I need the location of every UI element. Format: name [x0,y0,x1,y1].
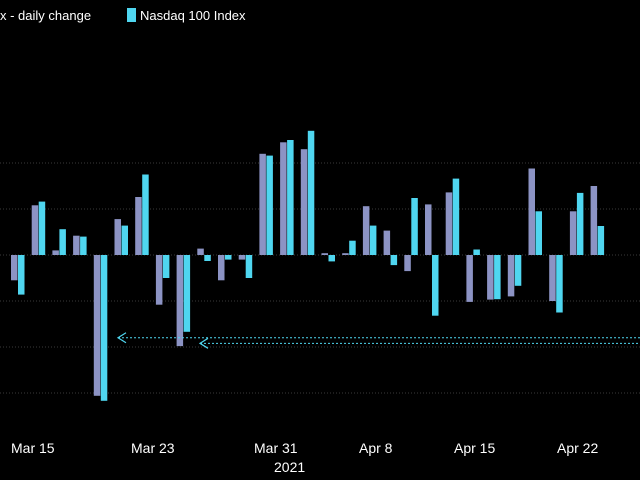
bars [11,130,605,401]
bar-x-daily-change-10 [218,255,225,281]
bar-nasdaq-100-17 [369,225,377,255]
bar-x-daily-change-25 [528,168,535,255]
x-axis: Mar 15 Mar 23 Mar 31 Apr 8 Apr 15 Apr 22… [11,440,598,475]
bar-x-daily-change-6 [135,197,142,255]
bar-nasdaq-100-10 [225,255,232,260]
bar-x-daily-change-14 [300,149,308,255]
bar-nasdaq-100-21 [452,178,460,255]
bar-nasdaq-100-20 [432,255,439,316]
bar-nasdaq-100-12 [266,155,273,255]
bar-nasdaq-100-14 [307,130,315,255]
bar-nasdaq-100-28 [597,226,605,255]
bar-x-daily-change-19 [404,255,411,272]
legend-label-x: x - daily change [0,8,91,23]
bar-x-daily-change-28 [590,186,598,255]
legend-swatch-nasdaq [127,8,136,22]
bar-x-daily-change-0 [11,255,18,281]
bar-nasdaq-100-2 [59,229,66,255]
x-tick-mar-23: Mar 23 [131,440,175,456]
bar-x-daily-change-26 [549,255,556,301]
bar-nasdaq-100-15 [328,255,335,262]
bar-x-daily-change-20 [425,204,432,255]
bar-nasdaq-100-6 [142,174,149,255]
x-tick-mar-15: Mar 15 [11,440,55,456]
bar-nasdaq-100-5 [121,225,128,255]
bar-nasdaq-100-13 [287,140,294,255]
bar-nasdaq-100-1 [38,201,46,255]
bar-nasdaq-100-8 [183,255,191,332]
arrow-left-icon [116,332,127,344]
bar-x-daily-change-12 [259,153,266,255]
bar-x-daily-change-15 [321,253,328,255]
bar-x-daily-change-24 [507,255,515,297]
bar-nasdaq-100-26 [556,255,563,313]
bar-nasdaq-100-25 [535,211,542,255]
bar-nasdaq-100-3 [80,236,87,255]
bar-nasdaq-100-19 [411,198,418,255]
bar-nasdaq-100-7 [162,255,170,278]
bar-x-daily-change-5 [114,219,121,255]
bar-nasdaq-100-9 [204,255,211,261]
bar-x-daily-change-13 [280,142,287,255]
bar-nasdaq-100-0 [18,255,25,295]
bar-x-daily-change-11 [238,255,246,260]
bar-x-daily-change-21 [445,192,453,255]
bar-x-daily-change-3 [73,235,80,255]
bar-x-daily-change-23 [487,255,494,300]
bar-x-daily-change-18 [383,230,391,255]
bar-x-daily-change-17 [362,206,370,255]
arrow-left-icon [198,337,209,349]
x-tick-apr-8: Apr 8 [359,440,393,456]
bar-nasdaq-100-22 [473,249,480,255]
bar-x-daily-change-7 [155,255,163,305]
bar-x-daily-change-16 [342,253,349,255]
bar-nasdaq-100-4 [100,255,108,401]
legend: x - daily change Nasdaq 100 Index [0,8,246,23]
x-tick-apr-15: Apr 15 [454,440,495,456]
bar-nasdaq-100-27 [576,192,584,255]
x-tick-mar-31: Mar 31 [254,440,298,456]
bar-x-daily-change-2 [52,250,59,255]
x-year-label: 2021 [274,459,305,475]
bar-x-daily-change-4 [93,255,101,396]
bar-x-daily-change-9 [197,248,204,255]
bar-nasdaq-100-16 [349,240,356,255]
bar-x-daily-change-8 [176,255,184,347]
bar-nasdaq-100-18 [390,255,398,266]
legend-label-nasdaq: Nasdaq 100 Index [140,8,246,23]
bar-nasdaq-100-24 [514,255,522,286]
bar-x-daily-change-27 [569,211,577,255]
bar-nasdaq-100-11 [245,255,253,278]
x-tick-apr-22: Apr 22 [557,440,598,456]
bar-nasdaq-100-23 [494,255,501,300]
bar-x-daily-change-1 [31,205,39,255]
reference-lines [116,332,640,349]
bar-x-daily-change-22 [466,255,473,302]
